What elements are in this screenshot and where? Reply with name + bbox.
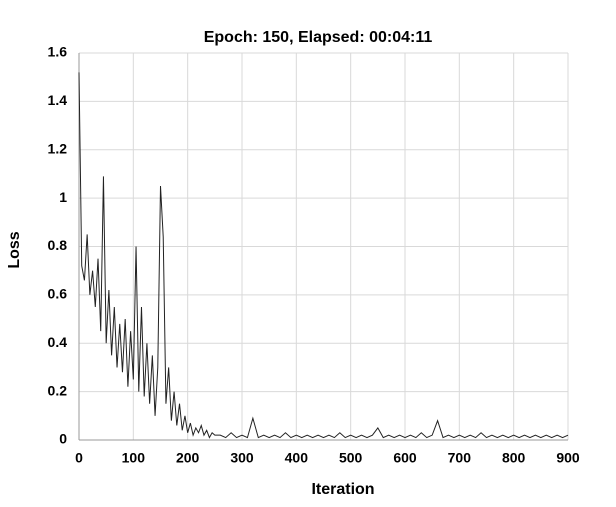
chart-title: Epoch: 150, Elapsed: 00:04:11 [204, 29, 433, 46]
x-tick-label: 400 [285, 450, 309, 466]
y-axis-label: Loss [6, 231, 23, 268]
x-tick-label: 200 [176, 450, 200, 466]
x-tick-label: 500 [339, 450, 363, 466]
x-tick-label: 800 [502, 450, 526, 466]
x-tick-label: 900 [556, 450, 580, 466]
y-tick-label: 0.2 [48, 382, 68, 398]
x-tick-label: 700 [448, 450, 472, 466]
y-tick-label: 1 [59, 189, 67, 205]
y-tick-label: 1.4 [48, 92, 68, 108]
x-tick-label: 100 [122, 450, 146, 466]
x-axis-label: Iteration [311, 481, 374, 498]
y-tick-label: 0.6 [48, 286, 68, 302]
y-tick-label: 0.4 [48, 334, 68, 350]
x-tick-label: 0 [75, 450, 83, 466]
y-tick-label: 1.6 [48, 44, 68, 60]
y-tick-label: 0.8 [48, 237, 68, 253]
y-tick-label: 1.2 [48, 140, 68, 156]
x-tick-label: 300 [230, 450, 254, 466]
x-tick-label: 600 [393, 450, 417, 466]
y-tick-label: 0 [59, 431, 67, 447]
loss-line [78, 72, 569, 439]
